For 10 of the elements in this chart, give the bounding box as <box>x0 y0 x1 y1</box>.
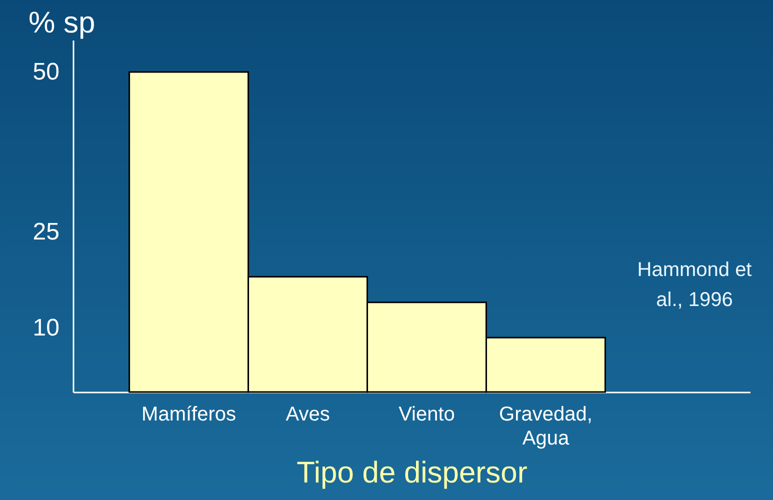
y-axis-title: % sp <box>28 6 96 40</box>
x-tick-label: Gravedad, Agua <box>499 404 592 450</box>
x-axis-title: Tipo de dispersor <box>296 456 528 490</box>
x-tick-label: Mamíferos <box>142 404 236 426</box>
y-tick-label: 25 <box>32 218 60 246</box>
text: Hammond et al., 1996 <box>636 258 753 313</box>
y-tick-label: 50 <box>32 58 60 86</box>
x-tick-label: Viento <box>398 404 455 426</box>
x-tick-label: Aves <box>286 404 330 426</box>
y-tick-label: 10 <box>32 314 60 342</box>
